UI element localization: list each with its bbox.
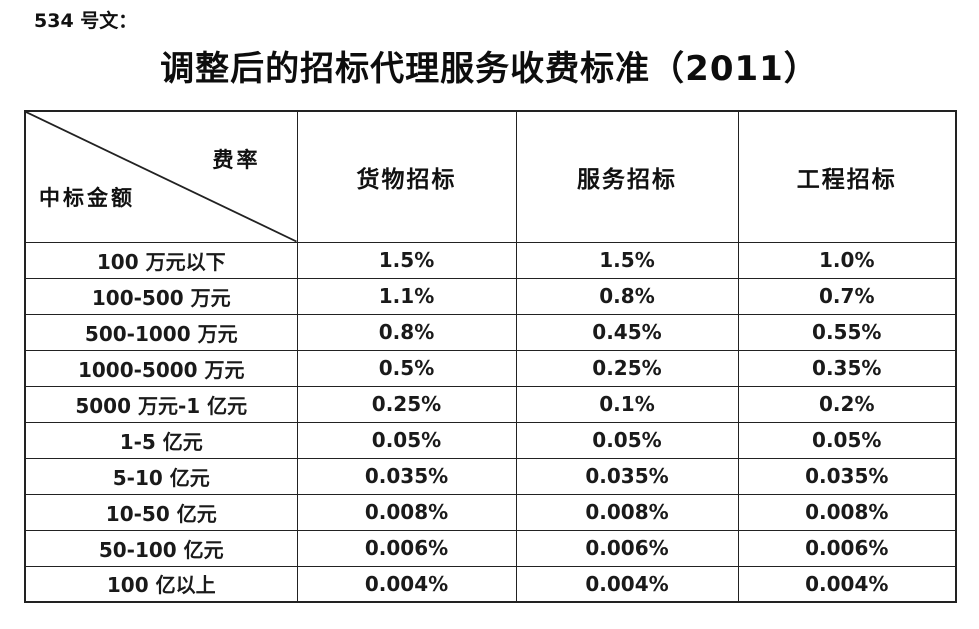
fee-table-body: 100 万元以下 1.5% 1.5% 1.0% 100-500 万元 1.1% … (24, 241, 957, 603)
table-row: 1-5 亿元 0.05% 0.05% 0.05% (24, 421, 957, 459)
rate-cell: 1.1% (296, 277, 517, 315)
rate-cell: 0.35% (737, 349, 957, 387)
column-header-engineering: 工程招标 (737, 110, 957, 243)
rate-cell: 0.006% (737, 529, 957, 567)
rate-cell: 0.05% (296, 421, 517, 459)
rate-cell: 0.45% (515, 313, 739, 351)
rate-cell: 0.8% (515, 277, 739, 315)
column-header-services: 服务招标 (515, 110, 739, 243)
rate-cell: 0.004% (296, 565, 517, 603)
rate-cell: 1.5% (296, 241, 517, 279)
table-row: 100 亿以上 0.004% 0.004% 0.004% (24, 565, 957, 603)
rate-cell: 0.004% (515, 565, 739, 603)
rate-cell: 0.2% (737, 385, 957, 423)
corner-label-rate: 费率 (212, 148, 261, 172)
rate-cell: 0.55% (737, 313, 957, 351)
amount-cell: 5000 万元-1 亿元 (24, 385, 298, 423)
amount-cell: 50-100 亿元 (24, 529, 298, 567)
corner-header-cell: 费率 中标金额 (24, 110, 298, 243)
amount-cell: 100 万元以下 (24, 241, 298, 279)
table-row: 5000 万元-1 亿元 0.25% 0.1% 0.2% (24, 385, 957, 423)
table-row: 1000-5000 万元 0.5% 0.25% 0.35% (24, 349, 957, 387)
table-row: 10-50 亿元 0.008% 0.008% 0.008% (24, 493, 957, 531)
rate-cell: 0.008% (737, 493, 957, 531)
column-header-goods: 货物招标 (296, 110, 517, 243)
rate-cell: 0.7% (737, 277, 957, 315)
amount-cell: 100-500 万元 (24, 277, 298, 315)
header-row: 费率 中标金额 货物招标 服务招标 工程招标 (24, 110, 957, 243)
table-row: 100-500 万元 1.1% 0.8% 0.7% (24, 277, 957, 315)
rate-cell: 0.008% (296, 493, 517, 531)
rate-cell: 1.0% (737, 241, 957, 279)
amount-cell: 500-1000 万元 (24, 313, 298, 351)
amount-cell: 1-5 亿元 (24, 421, 298, 459)
table-row: 500-1000 万元 0.8% 0.45% 0.55% (24, 313, 957, 351)
rate-cell: 0.05% (737, 421, 957, 459)
rate-cell: 0.006% (515, 529, 739, 567)
rate-cell: 1.5% (515, 241, 739, 279)
rate-cell: 0.035% (737, 457, 957, 495)
rate-cell: 0.05% (515, 421, 739, 459)
rate-cell: 0.25% (296, 385, 517, 423)
page-title: 调整后的招标代理服务收费标准（2011） (160, 49, 819, 89)
rate-cell: 0.006% (296, 529, 517, 567)
table-row: 100 万元以下 1.5% 1.5% 1.0% (24, 241, 957, 279)
table-row: 5-10 亿元 0.035% 0.035% 0.035% (24, 457, 957, 495)
fee-table: 费率 中标金额 货物招标 服务招标 工程招标 100 万元以下 1.5% 1.5… (24, 110, 957, 603)
rate-cell: 0.8% (296, 313, 517, 351)
amount-cell: 1000-5000 万元 (24, 349, 298, 387)
rate-cell: 0.035% (515, 457, 739, 495)
doc-number-label: 534 号文： (34, 10, 138, 32)
rate-cell: 0.1% (515, 385, 739, 423)
corner-label-amount: 中标金额 (39, 186, 135, 210)
rate-cell: 0.008% (515, 493, 739, 531)
diagonal-divider-line (26, 112, 297, 242)
table-row: 50-100 亿元 0.006% 0.006% 0.006% (24, 529, 957, 567)
rate-cell: 0.5% (296, 349, 517, 387)
amount-cell: 10-50 亿元 (24, 493, 298, 531)
amount-cell: 5-10 亿元 (24, 457, 298, 495)
rate-cell: 0.25% (515, 349, 739, 387)
rate-cell: 0.035% (296, 457, 517, 495)
rate-cell: 0.004% (737, 565, 957, 603)
amount-cell: 100 亿以上 (24, 565, 298, 603)
